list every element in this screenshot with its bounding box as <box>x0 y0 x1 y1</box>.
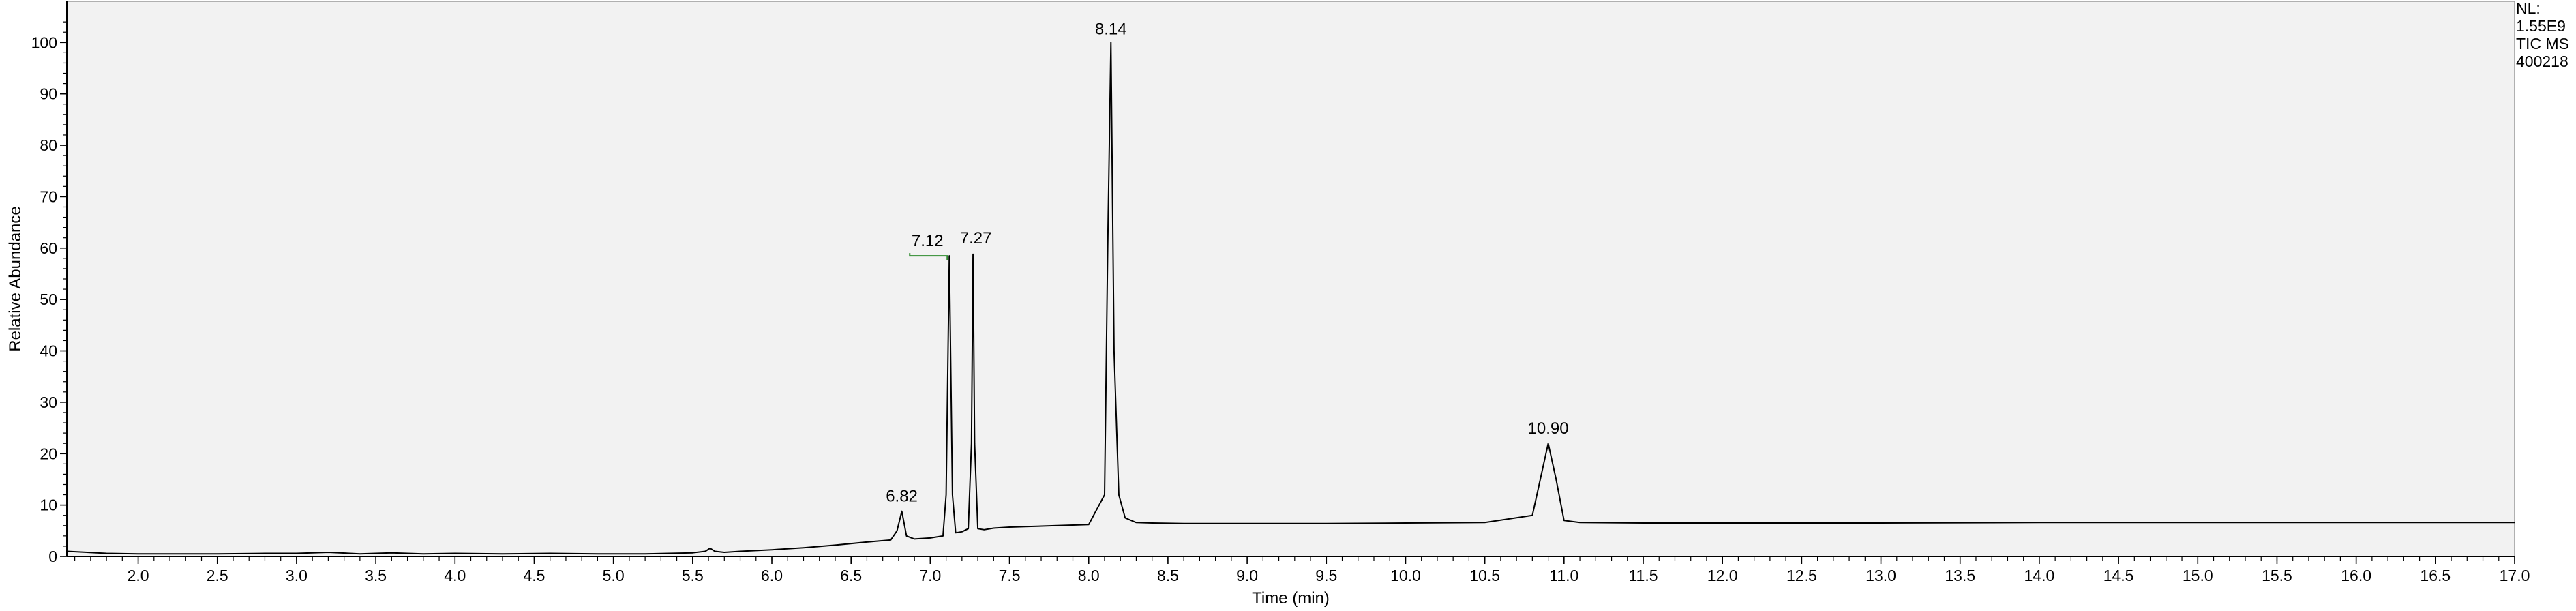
x-tick-label: 14.0 <box>2024 567 2055 584</box>
info-line: NL: <box>2516 0 2541 17</box>
x-tick-label: 12.5 <box>1786 567 1817 584</box>
x-tick-label: 6.0 <box>761 567 783 584</box>
x-tick-label: 6.5 <box>840 567 862 584</box>
x-tick-label: 7.5 <box>999 567 1021 584</box>
x-tick-label: 13.0 <box>1866 567 1896 584</box>
x-tick-label: 8.5 <box>1157 567 1179 584</box>
x-tick-label: 15.0 <box>2183 567 2213 584</box>
peak-label: 10.90 <box>1528 419 1569 438</box>
x-tick-label: 3.5 <box>365 567 387 584</box>
x-tick-label: 7.0 <box>919 567 941 584</box>
x-tick-label: 12.0 <box>1707 567 1738 584</box>
x-tick-label: 17.0 <box>2500 567 2530 584</box>
peak-label: 6.82 <box>886 488 918 506</box>
x-tick-label: 4.5 <box>523 567 545 584</box>
x-tick-label: 10.5 <box>1469 567 1500 584</box>
y-tick-label: 40 <box>40 342 57 360</box>
y-tick-label: 80 <box>40 136 57 154</box>
x-tick-label: 8.0 <box>1078 567 1100 584</box>
y-axis-title: Relative Abundance <box>6 206 25 352</box>
x-tick-label: 2.0 <box>128 567 149 584</box>
x-tick-label: 15.5 <box>2262 567 2292 584</box>
y-tick-label: 20 <box>40 445 57 462</box>
peak-label: 8.14 <box>1095 20 1127 38</box>
x-tick-label: 10.0 <box>1390 567 1421 584</box>
x-tick-label: 13.5 <box>1945 567 1975 584</box>
x-tick-label: 11.5 <box>1628 567 1658 584</box>
x-tick-label: 16.5 <box>2420 567 2451 584</box>
y-tick-label: 30 <box>40 393 57 411</box>
x-tick-label: 16.0 <box>2341 567 2371 584</box>
peak-label: 7.27 <box>960 229 992 248</box>
x-axis-title: Time (min) <box>1252 589 1330 608</box>
x-tick-label: 14.5 <box>2103 567 2134 584</box>
y-tick-label: 10 <box>40 496 57 514</box>
x-tick-label: 2.5 <box>207 567 228 584</box>
x-tick-label: 4.0 <box>444 567 466 584</box>
x-axis-ticks: 2.0 2.5 3.0 3.5 4.0 4.5 5.0 5.5 6.0 6.5 7.0 7.5 8.0 8… <box>74 556 2530 584</box>
x-tick-label: 11.0 <box>1549 567 1578 584</box>
y-axis-ticks: 0 10 20 30 40 50 60 70 80 90 100 <box>31 21 67 565</box>
series-layer <box>66 42 2515 555</box>
series-line <box>66 42 2515 555</box>
y-tick-label: 100 <box>31 33 57 51</box>
y-tick-label: 50 <box>40 290 57 308</box>
x-tick-label: 9.5 <box>1315 567 1337 584</box>
x-tick-label: 5.0 <box>603 567 625 584</box>
plot-area <box>66 1 2515 557</box>
info-line: 400218 <box>2516 53 2568 70</box>
info-line: TIC MS <box>2516 35 2569 53</box>
peak-label: 7.12 <box>912 232 944 250</box>
peak-label-connector <box>909 253 948 260</box>
peak-labels: 6.82 7.12 7.27 8.14 10.90 <box>886 20 1568 505</box>
y-tick-label: 90 <box>40 85 57 103</box>
y-tick-label: 70 <box>40 188 57 205</box>
x-tick-label: 5.5 <box>682 567 704 584</box>
info-line: 1.55E9 <box>2516 17 2566 35</box>
x-tick-label: 9.0 <box>1236 567 1258 584</box>
y-tick-label: 60 <box>40 239 57 257</box>
x-tick-label: 3.0 <box>286 567 308 584</box>
y-tick-label: 0 <box>48 548 57 565</box>
